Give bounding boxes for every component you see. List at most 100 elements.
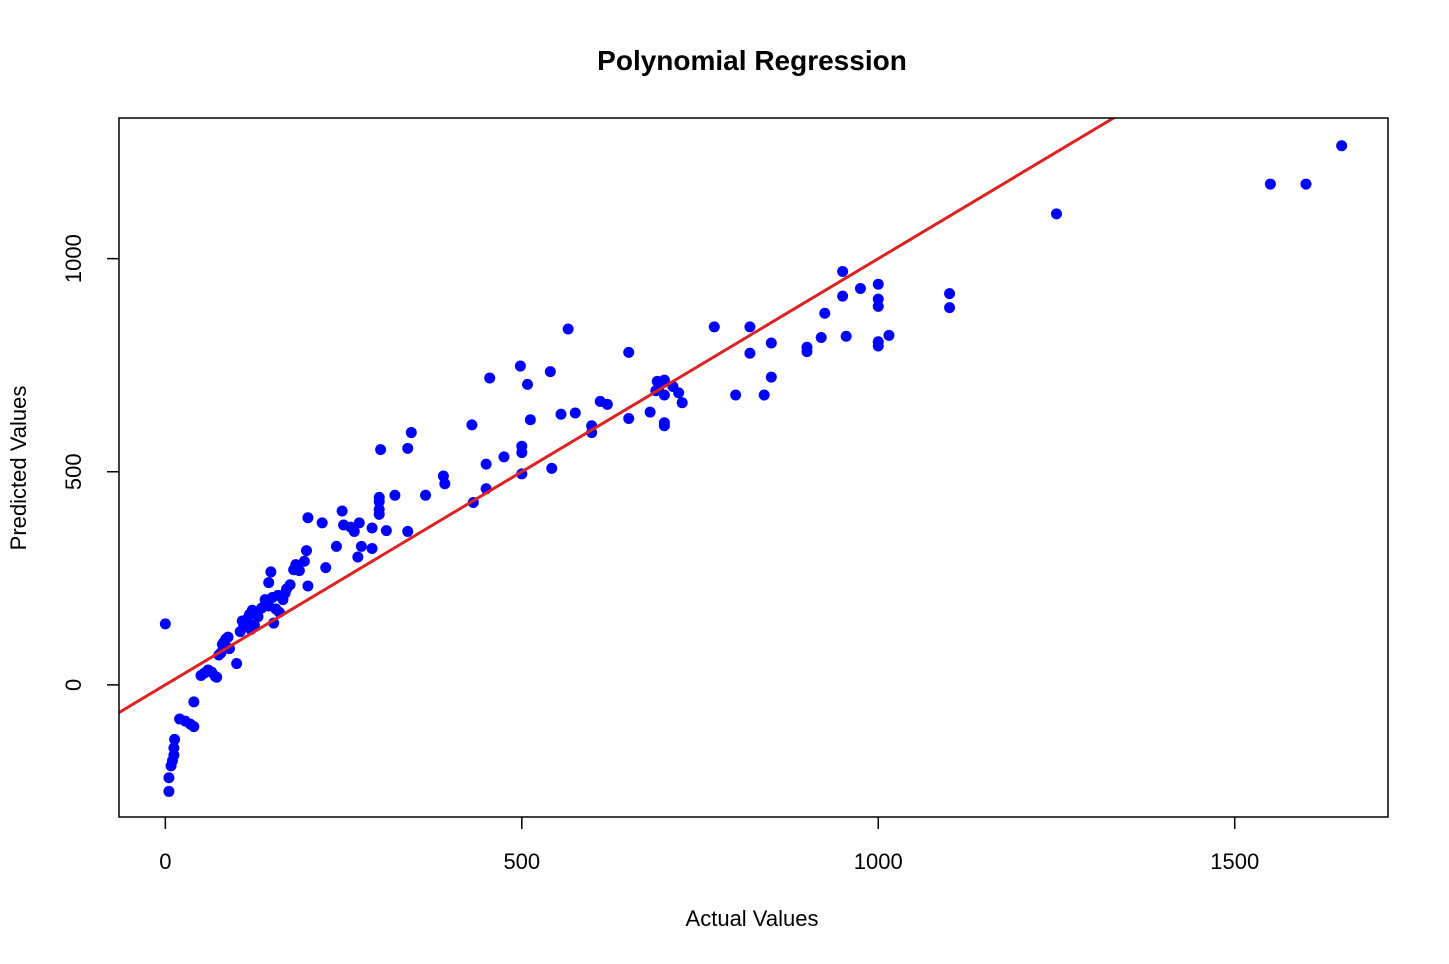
data-point	[673, 387, 685, 399]
y-axis: 0 500 1000	[61, 234, 119, 691]
data-points	[159, 140, 1348, 797]
data-point	[366, 542, 378, 554]
data-point	[744, 321, 756, 333]
data-point	[658, 374, 670, 386]
data-point	[348, 525, 360, 537]
data-point	[439, 478, 451, 490]
data-point	[330, 540, 342, 552]
data-point	[601, 398, 613, 410]
data-point	[159, 618, 171, 630]
data-point	[484, 372, 496, 384]
data-point	[815, 332, 827, 344]
data-point	[522, 378, 534, 390]
data-point	[765, 337, 777, 349]
data-point	[231, 658, 243, 670]
data-point	[300, 545, 312, 557]
reference-line	[119, 118, 1117, 714]
data-point	[265, 566, 277, 578]
data-point	[302, 580, 314, 592]
data-point	[840, 330, 852, 342]
data-point	[944, 288, 956, 300]
data-point	[658, 389, 670, 401]
data-point	[263, 577, 275, 589]
data-point	[480, 458, 492, 470]
data-point	[188, 696, 200, 708]
plot-area	[118, 117, 1389, 818]
data-point	[373, 508, 385, 520]
data-point	[405, 427, 417, 439]
data-point	[758, 389, 770, 401]
data-point	[544, 366, 556, 378]
data-point	[293, 565, 305, 577]
reference-line-layer	[119, 118, 1117, 714]
data-point	[546, 462, 558, 474]
plot-frame	[118, 117, 1389, 818]
data-point	[644, 406, 656, 418]
data-point	[353, 517, 365, 529]
data-point	[514, 360, 526, 372]
x-axis: 0 500 1000 1500	[159, 817, 1259, 874]
data-point	[944, 302, 956, 314]
data-point	[355, 540, 367, 552]
data-point	[562, 323, 574, 335]
data-point	[298, 555, 310, 567]
x-axis-label: Actual Values	[686, 906, 819, 931]
data-point	[837, 265, 849, 277]
data-point	[420, 489, 432, 501]
y-axis-label: Predicted Values	[6, 386, 31, 551]
data-point	[569, 407, 581, 419]
data-point	[389, 489, 401, 501]
data-point	[498, 451, 510, 463]
chart-title: Polynomial Regression	[597, 45, 907, 76]
data-point	[516, 447, 528, 459]
data-point	[819, 307, 831, 319]
x-tick-label: 500	[503, 849, 540, 874]
data-point	[320, 562, 332, 574]
y-tick-label: 500	[61, 453, 86, 490]
data-point	[1264, 178, 1276, 190]
data-point	[1300, 178, 1312, 190]
data-point	[336, 505, 348, 517]
data-point	[623, 346, 635, 358]
data-point	[168, 742, 180, 754]
data-point	[366, 522, 378, 534]
data-point	[252, 611, 264, 623]
data-point	[380, 525, 392, 537]
data-point	[1050, 208, 1062, 220]
y-tick-label: 1000	[61, 234, 86, 283]
data-point	[872, 278, 884, 290]
data-point	[352, 551, 364, 563]
data-point	[375, 444, 387, 456]
data-point	[658, 420, 670, 432]
data-point	[248, 619, 260, 631]
data-point	[730, 389, 742, 401]
data-point	[744, 347, 756, 359]
data-point	[1336, 140, 1348, 152]
data-point	[163, 772, 175, 784]
data-point	[837, 290, 849, 302]
data-point	[466, 419, 478, 431]
data-point	[872, 340, 884, 352]
data-point	[188, 721, 200, 733]
x-tick-label: 1000	[854, 849, 903, 874]
data-point	[883, 329, 895, 341]
data-point	[373, 496, 385, 508]
data-point	[402, 525, 414, 537]
data-point	[623, 412, 635, 424]
data-point	[765, 371, 777, 383]
data-point	[708, 321, 720, 333]
data-point	[284, 579, 296, 591]
data-point	[222, 631, 234, 643]
data-point	[524, 414, 536, 426]
x-tick-label: 1500	[1210, 849, 1259, 874]
data-point	[854, 282, 866, 294]
data-point	[555, 408, 567, 420]
data-point	[302, 512, 314, 524]
data-point	[801, 346, 813, 358]
x-tick-label: 0	[159, 849, 171, 874]
data-point	[163, 785, 175, 797]
y-tick-label: 0	[61, 679, 86, 691]
data-point	[676, 397, 688, 409]
data-point	[211, 671, 223, 683]
